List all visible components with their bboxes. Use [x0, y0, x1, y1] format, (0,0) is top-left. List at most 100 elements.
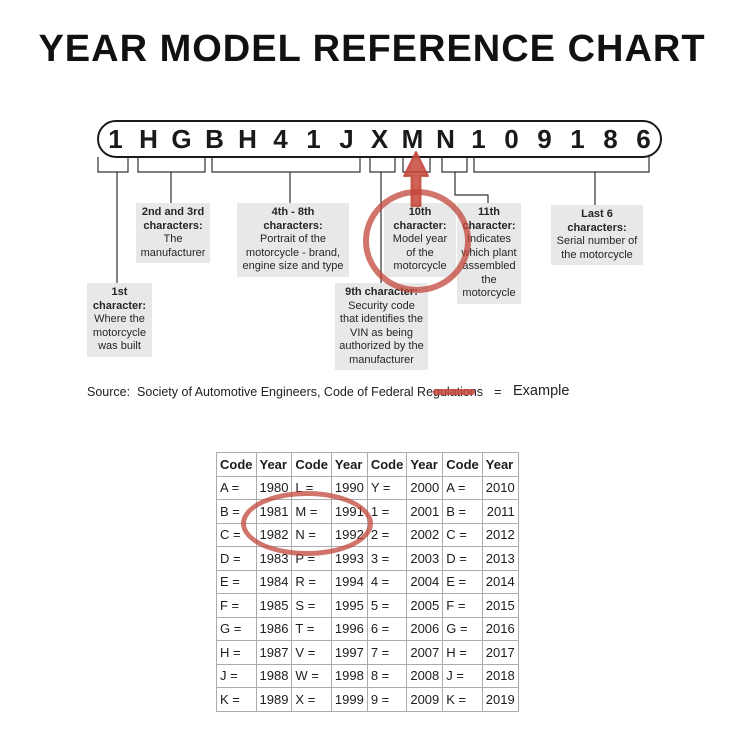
table-cell: L =	[291, 475, 332, 500]
callout-body: Serial number of the motorcycle	[556, 235, 638, 261]
callout-2nd-3rd-characters: 2nd and 3rd characters: The manufacturer	[136, 203, 210, 263]
legend-label: Example	[513, 383, 570, 399]
column-header: Year	[406, 452, 444, 477]
vin-character: 1	[570, 124, 585, 154]
table-cell: 1981	[255, 499, 293, 524]
table-cell: 1990	[330, 475, 368, 500]
table-cell: J =	[442, 663, 483, 688]
callout-heading: 10th character:	[393, 206, 447, 232]
table-cell: P =	[291, 546, 332, 571]
table-cell: 1991	[330, 499, 368, 524]
vin-character: B	[205, 124, 224, 154]
table-cell: 2010	[481, 475, 519, 500]
table-cell: 1996	[330, 616, 368, 641]
table-cell: 2018	[481, 663, 519, 688]
table-cell: S =	[291, 593, 332, 618]
table-cell: 1995	[330, 593, 368, 618]
table-cell: 1997	[330, 640, 368, 665]
table-cell: X =	[291, 687, 332, 712]
table-cell: 2013	[481, 546, 519, 571]
table-cell: 1994	[330, 569, 368, 594]
table-cell: 1993	[330, 546, 368, 571]
callout-last-6-characters: Last 6 characters: Serial number of the …	[551, 205, 643, 265]
column-header: Code	[366, 452, 408, 477]
callout-body: The manufacturer	[140, 233, 206, 259]
table-cell: 1988	[255, 663, 293, 688]
table-cell: 1986	[255, 616, 293, 641]
table-cell: 7 =	[366, 640, 408, 665]
table-cell: 1989	[255, 687, 293, 712]
table-cell: G =	[442, 616, 483, 641]
table-cell: 1980	[255, 475, 293, 500]
table-cell: 2016	[481, 616, 519, 641]
callout-4th-8th-characters: 4th - 8th characters: Portrait of the mo…	[237, 203, 349, 277]
table-row: J = 1988 W = 1998 8 = 2008 J = 2018	[216, 663, 519, 688]
table-body: A = 1980 L = 1990 Y = 2000 A = 2010 B = 1981 M = 19…	[216, 475, 519, 712]
vin-character: 9	[537, 124, 552, 154]
table-cell: E =	[442, 569, 483, 594]
table-cell: Y =	[366, 475, 408, 500]
legend-equals: =	[494, 384, 502, 399]
table-cell: 2 =	[366, 522, 408, 547]
table-cell: 1983	[255, 546, 293, 571]
table-row: G = 1986 T = 1996 6 = 2006 G = 2016	[216, 616, 519, 641]
callout-1st-character: 1st character: Where the motorcycle was …	[87, 283, 152, 357]
table-row: H = 1987 V = 1997 7 = 2007 H = 2017	[216, 640, 519, 665]
table-row: B = 1981 M = 1991 1 = 2001 B = 2011	[216, 499, 519, 524]
callout-body: Portrait of the motorcycle - brand, engi…	[242, 233, 344, 272]
table-cell: 9 =	[366, 687, 408, 712]
table-cell: R =	[291, 569, 332, 594]
table-cell: B =	[442, 499, 483, 524]
table-cell: 2003	[406, 546, 444, 571]
column-header: Year	[255, 452, 293, 477]
table-cell: 2005	[406, 593, 444, 618]
callout-body: Where the motorcycle was built	[92, 313, 147, 352]
table-cell: D =	[216, 546, 257, 571]
table-cell: 3 =	[366, 546, 408, 571]
column-header: Code	[291, 452, 332, 477]
vin-character: 8	[603, 124, 618, 154]
callout-heading: 1st character:	[92, 286, 147, 312]
table-cell: 1998	[330, 663, 368, 688]
table-cell: 6 =	[366, 616, 408, 641]
table-cell: 8 =	[366, 663, 408, 688]
table-cell: T =	[291, 616, 332, 641]
callout-9th-character: 9th character: Security code that identi…	[335, 283, 428, 370]
table-row: C = 1982 N = 1992 2 = 2002 C = 2012	[216, 522, 519, 547]
table-cell: 5 =	[366, 593, 408, 618]
vin-character: 0	[504, 124, 519, 154]
table-cell: H =	[442, 640, 483, 665]
callout-heading: 2nd and 3rd characters:	[141, 206, 205, 232]
callout-10th-character: 10th character: Model year of the motorc…	[384, 203, 456, 277]
table-cell: A =	[442, 475, 483, 500]
column-header: Year	[330, 452, 368, 477]
table-row: D = 1983 P = 1993 3 = 2003 D = 2013	[216, 546, 519, 571]
table-row: A = 1980 L = 1990 Y = 2000 A = 2010	[216, 475, 519, 500]
source-text: Source: Society of Automotive Engineers,…	[87, 385, 484, 399]
vin-character: 4	[273, 124, 288, 154]
vin-character: G	[171, 124, 192, 154]
callout-body: Security code that identifies the VIN as…	[339, 299, 424, 366]
column-header: Code	[442, 452, 483, 477]
vin-character: 1	[306, 124, 321, 154]
table-cell: F =	[216, 593, 257, 618]
vin-character: X	[370, 124, 389, 154]
table-row: E = 1984 R = 1994 4 = 2004 E = 2014	[216, 569, 519, 594]
callout-heading: 11th character:	[462, 206, 516, 232]
table-cell: 2000	[406, 475, 444, 500]
table-cell: H =	[216, 640, 257, 665]
example-line-icon	[433, 389, 475, 395]
table-cell: 2006	[406, 616, 444, 641]
vin-character: 1	[108, 124, 123, 154]
table-header: Code Year Code Year Code Year Code Year	[216, 452, 519, 477]
table-cell: 2009	[406, 687, 444, 712]
table-cell: 1999	[330, 687, 368, 712]
table-cell: C =	[216, 522, 257, 547]
column-header: Code	[216, 452, 257, 477]
table-cell: 2004	[406, 569, 444, 594]
table-cell: 2019	[481, 687, 519, 712]
table-row: K = 1989 X = 1999 9 = 2009 K = 2019	[216, 687, 519, 712]
vin-character: 1	[471, 124, 486, 154]
table-cell: 1992	[330, 522, 368, 547]
